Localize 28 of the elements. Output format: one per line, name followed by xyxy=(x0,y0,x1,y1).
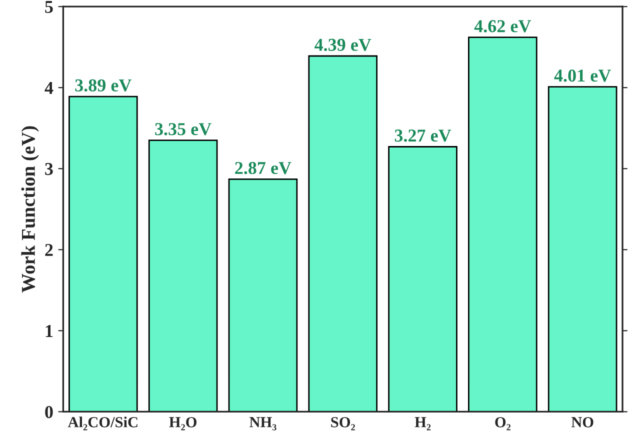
y-tick-label: 5 xyxy=(45,1,53,14)
y-tick-label: 4 xyxy=(44,82,54,94)
x-tick-label: NH₃ xyxy=(250,417,276,430)
y-tick-label: 0 xyxy=(45,406,53,418)
x-tick-label: SO₂ xyxy=(331,417,355,430)
x-tick-label: H₂ xyxy=(414,417,431,430)
bar xyxy=(308,55,378,412)
bar xyxy=(468,36,538,412)
data-label: 2.87 eV xyxy=(235,162,292,174)
bar xyxy=(548,86,618,412)
y-tick-label: 1 xyxy=(46,325,53,337)
y-tick-label: 3 xyxy=(45,162,53,176)
data-label: 3.89 eV xyxy=(75,79,132,92)
y-tick-label: 2 xyxy=(45,244,53,256)
x-tick-label: Al₂CO/SiC xyxy=(68,416,138,430)
data-label: 4.62 eV xyxy=(474,20,532,32)
bar xyxy=(388,146,458,412)
data-label: 4.39 eV xyxy=(314,38,372,52)
y-axis-title: Work Function (eV) xyxy=(21,126,39,293)
x-tick-label: NO xyxy=(571,417,594,428)
bar xyxy=(148,140,218,412)
bar xyxy=(228,178,298,412)
data-label: 3.35 eV xyxy=(155,123,212,136)
x-tick-label: H₂O xyxy=(169,417,196,430)
data-label: 4.01 eV xyxy=(554,70,611,82)
data-label: 3.27 eV xyxy=(394,130,452,142)
x-tick-label: O₂ xyxy=(495,417,511,430)
bar xyxy=(68,96,138,412)
